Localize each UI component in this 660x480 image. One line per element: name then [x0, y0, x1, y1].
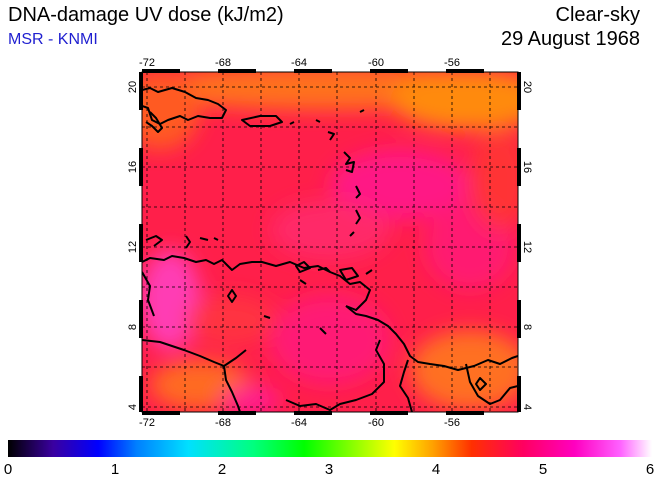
colorbar-label: 6 — [646, 461, 654, 478]
colorbar-label: 4 — [432, 461, 440, 478]
colorbar-label: 0 — [4, 461, 12, 478]
lon-tick-label: -56 — [444, 57, 460, 69]
lon-tick-label: -64 — [291, 417, 307, 429]
lon-tick-label: -60 — [368, 417, 384, 429]
graticule — [142, 72, 518, 412]
lon-tick-label: -68 — [215, 417, 231, 429]
credit-label: MSR - KNMI — [8, 31, 98, 48]
coastlines — [142, 87, 518, 412]
sky-condition-label: Clear-sky — [555, 4, 640, 26]
lat-tick-label: 20 — [127, 81, 139, 93]
lon-tick-label: -68 — [215, 57, 231, 69]
map-frame — [139, 69, 521, 415]
lon-tick-label: -60 — [368, 57, 384, 69]
lat-tick-label: 8 — [521, 324, 533, 330]
date-label: 29 August 1968 — [500, 28, 640, 50]
colorbar-label: 1 — [111, 461, 119, 478]
lon-tick-label: -56 — [444, 417, 460, 429]
lat-tick-label: 16 — [127, 161, 139, 173]
lat-tick-label: 16 — [521, 161, 533, 173]
lon-tick-labels-bottom: -72 -68 -64 -60 -56 — [139, 417, 460, 429]
lon-tick-labels-top: -72 -68 -64 -60 -56 — [139, 57, 460, 69]
lon-tick-label: -72 — [139, 417, 155, 429]
lat-tick-labels-left: 4 8 12 16 20 — [127, 81, 139, 410]
colorbar-gradient — [8, 440, 652, 457]
map-title: DNA-damage UV dose (kJ/m2) — [8, 4, 284, 26]
lat-tick-label: 20 — [521, 81, 533, 93]
colorbar-label: 5 — [539, 461, 547, 478]
colorbar-label: 3 — [325, 461, 333, 478]
lat-tick-label: 4 — [127, 404, 139, 410]
colorbar: 0 1 2 3 4 5 6 — [4, 440, 654, 478]
lat-tick-label: 4 — [521, 404, 533, 410]
lon-tick-label: -72 — [139, 57, 155, 69]
lon-tick-label: -64 — [291, 57, 307, 69]
lat-tick-label: 8 — [127, 324, 139, 330]
lat-tick-labels-right: 4 8 12 16 20 — [521, 81, 533, 410]
lat-tick-label: 12 — [521, 241, 533, 253]
lat-tick-label: 12 — [127, 241, 139, 253]
colorbar-label: 2 — [218, 461, 226, 478]
